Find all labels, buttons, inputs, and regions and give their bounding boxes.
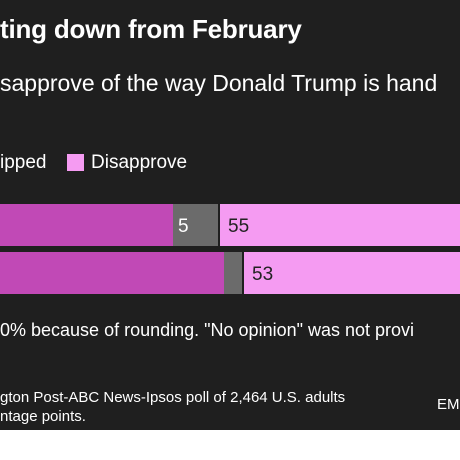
bar-disapprove-label: 55 xyxy=(228,216,249,237)
source-line-2: ntage points. xyxy=(0,408,86,425)
chart-title: ting down from February xyxy=(0,14,302,44)
footnote: 0% because of rounding. "No opinion" was… xyxy=(0,320,415,340)
bar-disapprove-segment xyxy=(220,204,460,246)
bar-skipped-label: 5 xyxy=(178,216,189,237)
source-note: gton Post-ABC News-Ipsos poll of 2,464 U… xyxy=(0,388,410,426)
legend-swatch-disapprove xyxy=(67,154,84,171)
source-line-1: gton Post-ABC News-Ipsos poll of 2,464 U… xyxy=(0,389,346,406)
bar-approve-segment xyxy=(0,252,224,294)
chart-subtitle: sapprove of the way Donald Trump is hand xyxy=(0,70,438,96)
bar-skipped-segment xyxy=(173,204,218,246)
chart-frame: ting down from February sapprove of the … xyxy=(0,14,460,426)
bar-disapprove-label: 53 xyxy=(252,264,273,285)
legend: ipped Disapprove xyxy=(0,150,460,176)
bar-approve-segment xyxy=(0,204,173,246)
bar-skipped-segment xyxy=(224,252,242,294)
bottom-band xyxy=(0,430,460,460)
bar-disapprove-segment xyxy=(244,252,460,294)
legend-label-skipped: ipped xyxy=(0,152,47,173)
credit: EM xyxy=(437,396,460,413)
legend-label-disapprove: Disapprove xyxy=(91,152,188,173)
